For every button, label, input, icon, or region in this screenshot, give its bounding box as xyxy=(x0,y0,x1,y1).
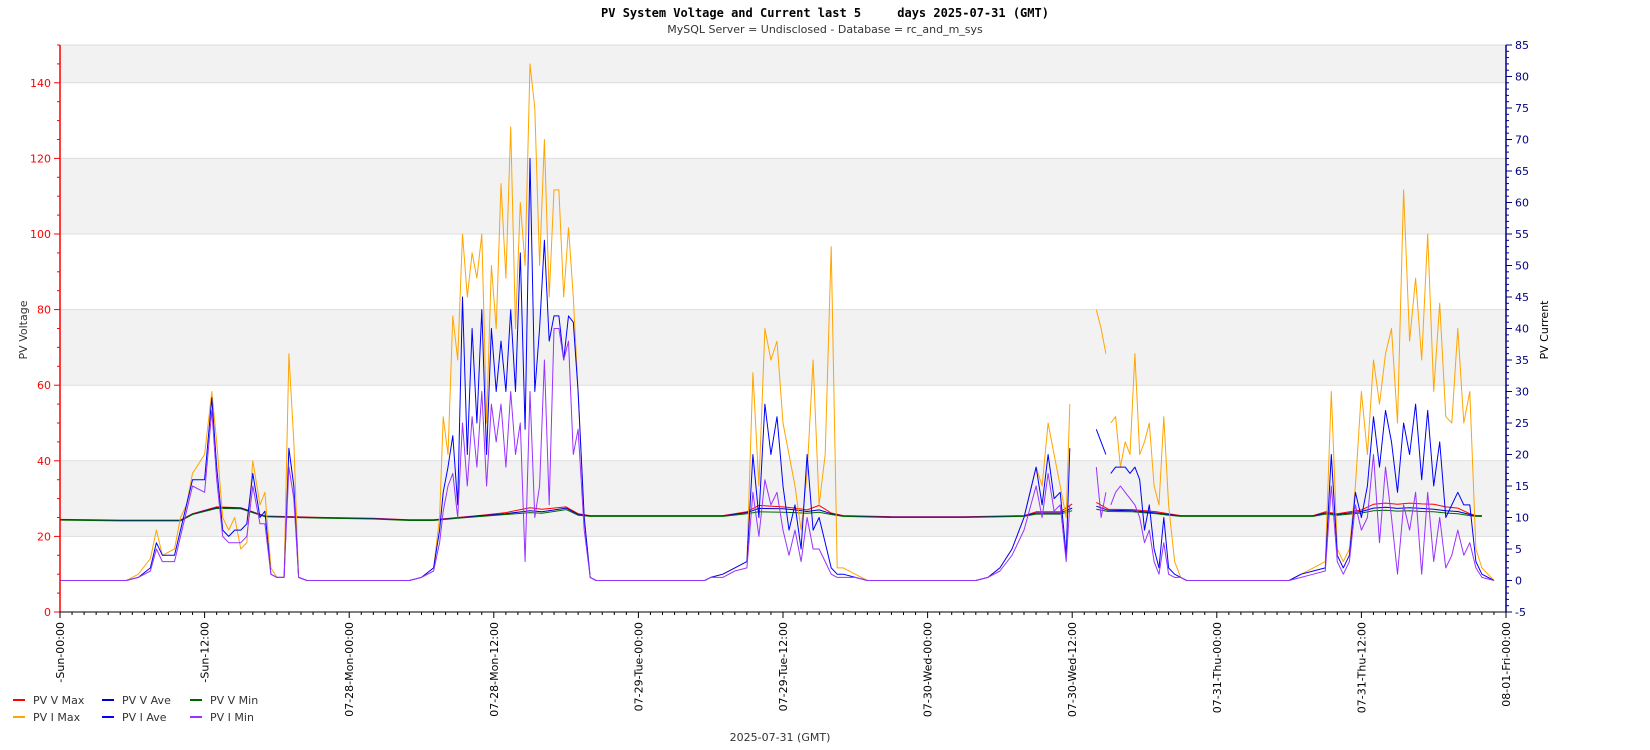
chart-title: PV System Voltage and Current last 5 day… xyxy=(601,6,1049,20)
grid-band xyxy=(60,45,1506,83)
left-tick-label: 40 xyxy=(37,455,51,468)
legend-label: PV I Max xyxy=(33,711,81,724)
grid-bands xyxy=(60,45,1506,537)
right-tick-label: 35 xyxy=(1515,354,1529,367)
x-tick-label: 07-30-Wed-12:00 xyxy=(1066,622,1079,717)
x-tick-label: 07-28-Mon-12:00 xyxy=(488,622,501,717)
left-axis: 0 20 40 60 80 100 120 140 xyxy=(30,44,61,619)
series-line-pv-i-max xyxy=(60,63,1495,581)
right-tick-label: 50 xyxy=(1515,260,1529,273)
left-tick-label: 0 xyxy=(44,606,51,619)
right-tick-label: 65 xyxy=(1515,165,1529,178)
x-tick-label: -Sun-12:00 xyxy=(199,622,212,683)
right-axis: -5 0 5 10 15 20 25 30 35 40 45 50 55 60 65 70 75 80 85 xyxy=(1505,39,1529,619)
x-tick-label: 07-30-Wed-00:00 xyxy=(922,622,935,717)
right-tick-label: 15 xyxy=(1515,480,1529,493)
x-tick-label: 07-29-Tue-00:00 xyxy=(632,622,645,711)
x-tick-label: 08-01-Fri-00:00 xyxy=(1500,622,1513,707)
right-tick-label: 75 xyxy=(1515,102,1529,115)
legend-label: PV V Min xyxy=(210,694,258,707)
right-tick-label: 25 xyxy=(1515,417,1529,430)
y-axis-left-label: PV Voltage xyxy=(17,300,30,359)
series-layer xyxy=(59,63,1495,581)
right-tick-label: 10 xyxy=(1515,512,1529,525)
right-tick-label: 45 xyxy=(1515,291,1529,304)
right-tick-label: 0 xyxy=(1515,575,1522,588)
right-tick-label: 30 xyxy=(1515,386,1529,399)
left-tick-label: 140 xyxy=(30,77,51,90)
left-tick-label: 20 xyxy=(37,530,51,543)
chart-subtitle: MySQL Server = Undisclosed - Database = … xyxy=(667,23,983,36)
y-axis-right-label: PV Current xyxy=(1538,300,1551,360)
x-tick-label: 07-28-Mon-00:00 xyxy=(343,622,356,717)
left-tick-label: 100 xyxy=(30,228,51,241)
right-tick-label: 85 xyxy=(1515,39,1529,52)
right-tick-label: 70 xyxy=(1515,134,1529,147)
x-tick-label: 07-29-Tue-12:00 xyxy=(777,622,790,711)
series-line-pv-i-ave xyxy=(60,157,1495,581)
right-tick-label: -5 xyxy=(1515,606,1526,619)
legend: PV V Max PV V Ave PV V Min PV I Max PV I Ave… xyxy=(13,694,258,724)
right-tick-label: 55 xyxy=(1515,228,1529,241)
x-tick-label: 07-31-Thu-00:00 xyxy=(1211,622,1224,713)
x-tick-label: 07-31-Thu-12:00 xyxy=(1355,622,1368,713)
right-tick-label: 80 xyxy=(1515,71,1529,84)
x-axis: -Sun-00:00 -Sun-12:00 07-28-Mon-00:00 07-28… xyxy=(54,611,1513,717)
right-tick-label: 40 xyxy=(1515,323,1529,336)
right-tick-label: 60 xyxy=(1515,197,1529,210)
left-tick-label: 60 xyxy=(37,379,51,392)
legend-label: PV I Min xyxy=(210,711,254,724)
legend-label: PV V Ave xyxy=(122,694,171,707)
legend-label: PV V Max xyxy=(33,694,85,707)
series-line-pv-i-min xyxy=(60,328,1495,581)
gridlines xyxy=(60,44,1506,537)
grid-band xyxy=(60,158,1506,234)
grid-band xyxy=(60,460,1506,537)
left-tick-label: 80 xyxy=(37,304,51,317)
left-tick-label: 120 xyxy=(30,152,51,165)
legend-label: PV I Ave xyxy=(122,711,167,724)
right-tick-label: 20 xyxy=(1515,449,1529,462)
x-axis-label: 2025-07-31 (GMT) xyxy=(730,731,831,744)
x-tick-label: -Sun-00:00 xyxy=(54,622,67,683)
grid-band xyxy=(60,309,1506,386)
right-tick-label: 5 xyxy=(1515,543,1522,556)
